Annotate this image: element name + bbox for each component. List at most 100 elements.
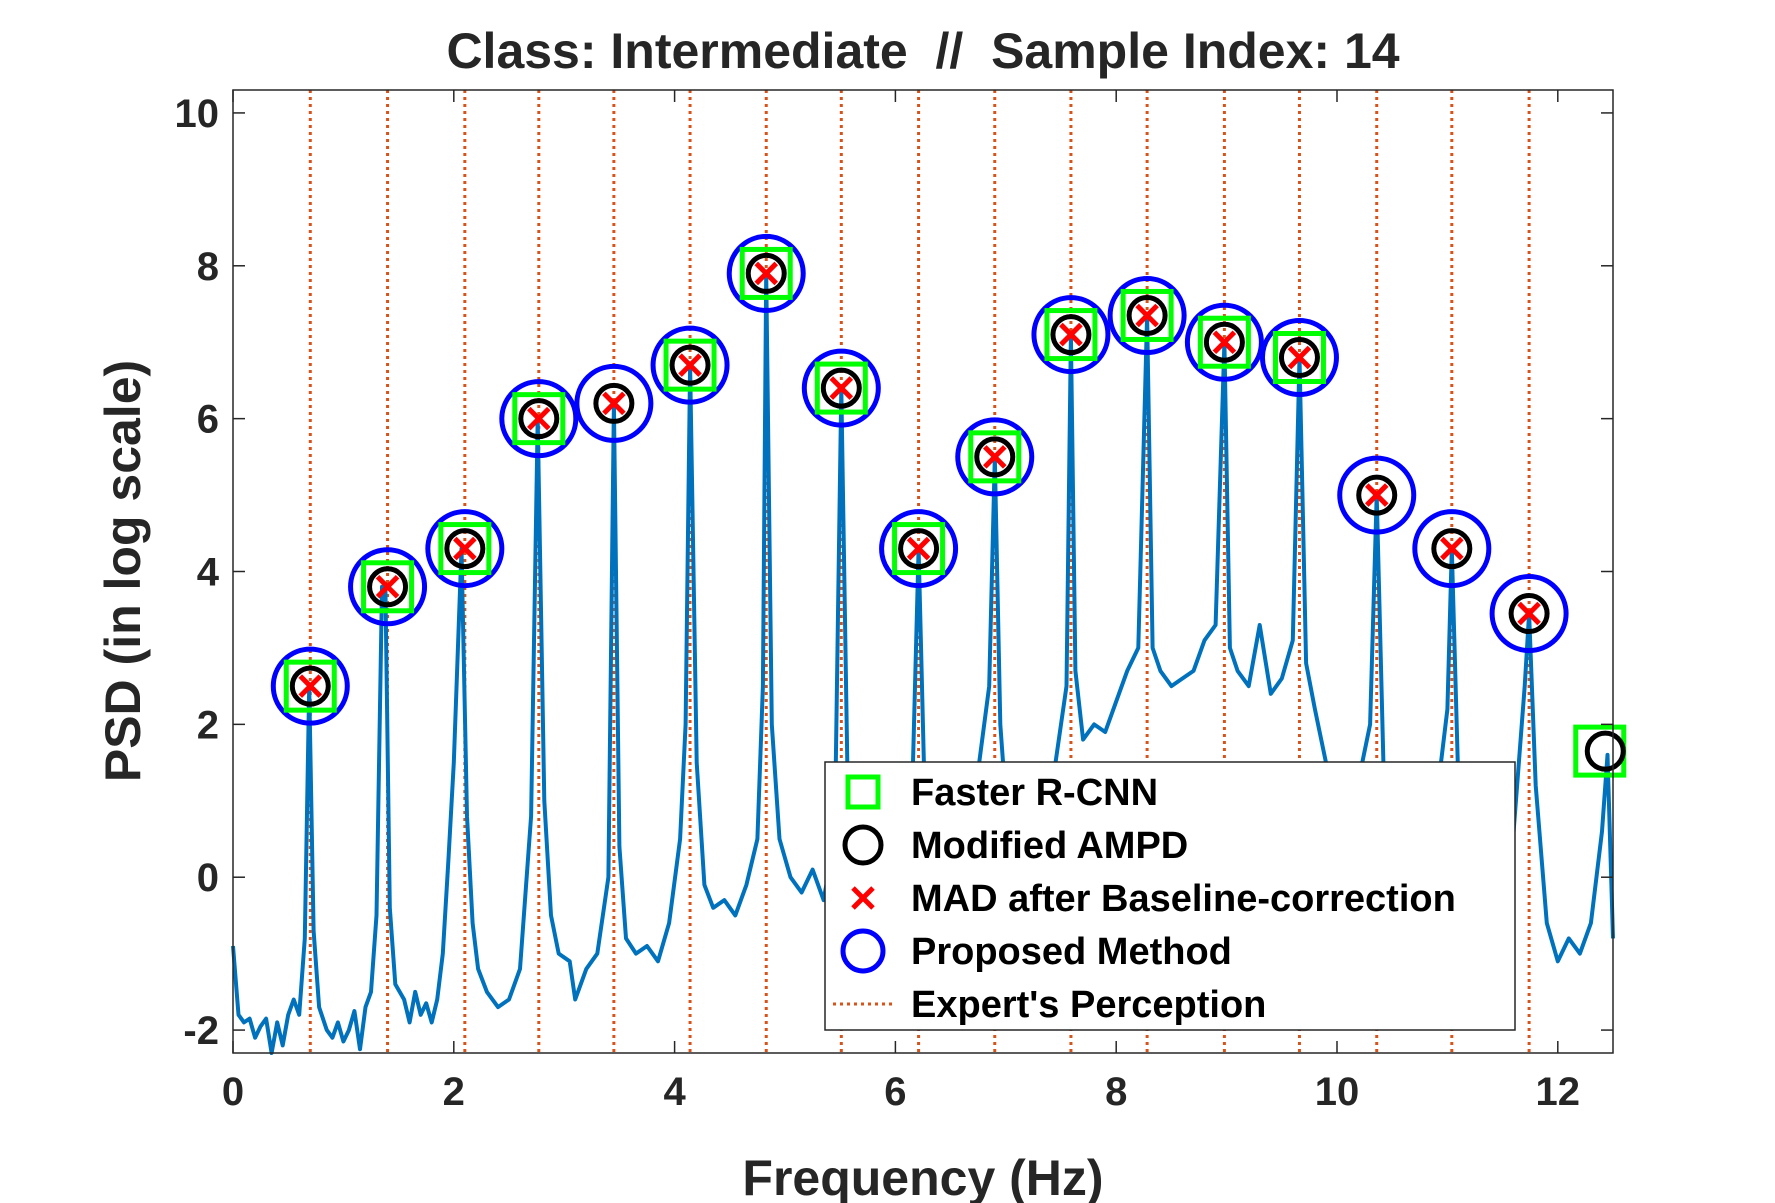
mad-marker-6-b [754, 261, 778, 286]
proposed-marker-12 [1184, 302, 1264, 382]
ampd-marker-3 [518, 398, 560, 440]
mad-marker-11-b [1135, 303, 1159, 328]
mad-marker-0 [298, 674, 323, 698]
mad-marker-16-b [1517, 601, 1541, 626]
x-axis-label: Frequency (Hz) [742, 1150, 1103, 1203]
legend-label-mad: MAD after Baseline-correction [911, 878, 1456, 920]
proposed-marker-8 [879, 509, 959, 589]
y-axis-label: PSD (in log scale) [95, 360, 151, 782]
mad-marker-5-b [678, 353, 702, 377]
faster-rcnn-marker-8 [968, 430, 1022, 484]
legend-label-expert: Expert's Perception [911, 984, 1266, 1026]
y-tick-label-6: 10 [175, 92, 220, 136]
ampd-marker-8 [898, 528, 940, 570]
y-tick-label-4: 6 [197, 398, 219, 442]
mad-marker-6 [754, 261, 778, 286]
ampd-marker-4 [593, 382, 635, 424]
mad-marker-3-b [527, 406, 551, 431]
x-tick-label-1: 2 [443, 1070, 465, 1114]
mad-marker-3 [527, 406, 551, 431]
legend-symbol-faster_rcnn [845, 774, 881, 810]
mad-marker-13-b [1287, 345, 1312, 370]
ampd-marker-16 [1508, 593, 1550, 635]
proposed-marker-0 [270, 646, 350, 726]
proposed-marker-2 [425, 509, 505, 589]
mad-marker-12-b [1212, 330, 1237, 354]
faster-rcnn-marker-4 [663, 338, 717, 392]
legend-symbol-modified_ampd [842, 824, 884, 866]
faster-rcnn-marker-6 [814, 361, 868, 415]
peak-markers [270, 233, 1627, 778]
mad-marker-8-b [906, 536, 931, 561]
legend-symbol-mad [851, 886, 875, 910]
faster-rcnn-marker-2 [438, 522, 492, 576]
ampd-marker-11 [1126, 294, 1168, 336]
proposed-marker-15 [1412, 509, 1492, 589]
ampd-marker-13 [1278, 337, 1320, 378]
faster-rcnn-marker-9 [1044, 308, 1098, 362]
mad-marker-1 [375, 575, 400, 599]
legend-label-faster_rcnn: Faster R-CNN [911, 772, 1158, 814]
x-tick-label-5: 10 [1315, 1070, 1360, 1114]
ampd-marker-0 [289, 665, 331, 707]
x-tick-label-2: 4 [663, 1070, 686, 1114]
faster-rcnn-marker-3 [512, 392, 566, 446]
faster-rcnn-marker-0 [283, 659, 337, 713]
faster-rcnn-marker-11 [1197, 315, 1251, 369]
ampd-marker-5 [669, 344, 711, 386]
proposed-marker-5 [650, 325, 730, 405]
y-tick-label-2: 2 [197, 703, 219, 747]
mad-marker-10-b [1059, 322, 1083, 347]
proposed-marker-9 [955, 417, 1035, 497]
proposed-marker-1 [348, 547, 428, 627]
mad-marker-7-b [829, 376, 854, 400]
mad-marker-8 [906, 536, 931, 561]
mad-marker-11 [1135, 303, 1159, 328]
mad-marker-4-b [602, 391, 626, 416]
mad-marker-4 [602, 391, 626, 416]
proposed-marker-6 [726, 233, 806, 313]
proposed-marker-11 [1107, 275, 1187, 355]
mad-marker-0-b [298, 674, 323, 698]
mad-marker-2 [453, 536, 477, 561]
ampd-marker-1 [367, 566, 409, 608]
mad-marker-9-b [982, 445, 1007, 469]
ampd-marker-14 [1356, 474, 1398, 516]
legend-symbol-mad-b [851, 886, 875, 910]
faster-rcnn-marker-7 [892, 522, 946, 576]
x-tick-label-4: 8 [1105, 1070, 1127, 1114]
legend-box [824, 761, 1516, 1031]
y-tick-label-1: 0 [197, 856, 219, 900]
proposed-marker-7 [801, 348, 881, 428]
mad-marker-5 [678, 353, 702, 377]
chart-title: Class: Intermediate // Sample Index: 14 [446, 23, 1399, 79]
mad-marker-1-b [375, 575, 400, 599]
mad-marker-14-b [1364, 483, 1389, 507]
legend-entry-modified_ampd: Modified AMPD [842, 824, 1188, 867]
ampd-marker-15 [1431, 528, 1473, 570]
legend: Faster R-CNN Modified AMPD MAD after Basel… [824, 761, 1516, 1031]
legend-label-modified_ampd: Modified AMPD [911, 825, 1188, 867]
mad-marker-10 [1059, 322, 1083, 347]
mad-marker-12 [1212, 330, 1237, 354]
legend-entry-mad: MAD after Baseline-correction [851, 878, 1456, 920]
ampd-marker-12 [1203, 321, 1245, 363]
legend-symbol-proposed [840, 928, 886, 974]
proposed-marker-16 [1489, 574, 1569, 654]
y-tick-label-5: 8 [197, 245, 219, 289]
proposed-marker-4 [574, 363, 654, 443]
mad-marker-7 [829, 376, 854, 400]
mad-marker-15 [1440, 536, 1464, 561]
faster-rcnn-marker-1 [361, 560, 415, 614]
ampd-marker-10 [1050, 314, 1092, 356]
proposed-marker-14 [1337, 455, 1417, 535]
faster-rcnn-marker-12 [1272, 331, 1326, 384]
proposed-marker-3 [499, 379, 579, 459]
ampd-marker-17 [1584, 730, 1626, 772]
faster-rcnn-marker-10 [1120, 288, 1174, 342]
mad-marker-15-b [1440, 536, 1464, 561]
x-tick-label-6: 12 [1536, 1070, 1581, 1114]
x-tick-label-0: 0 [222, 1070, 244, 1114]
